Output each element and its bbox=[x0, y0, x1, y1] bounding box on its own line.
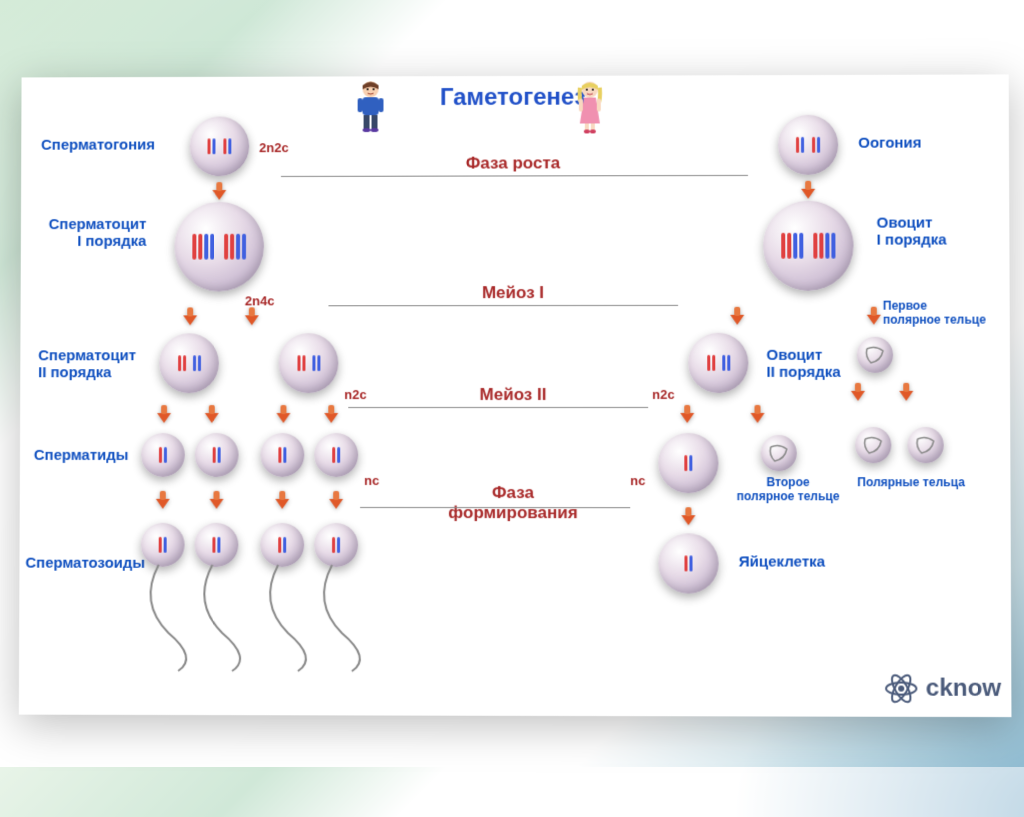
cell-spermatogonia bbox=[190, 116, 250, 176]
label-polar1: Первоеполярное тельце bbox=[883, 299, 986, 327]
ploidy-2n2c-male: 2n2c bbox=[259, 140, 288, 155]
cell-oocyte1 bbox=[763, 201, 854, 291]
cell-spermatocyte1 bbox=[174, 202, 264, 292]
arrow-icon bbox=[899, 391, 913, 401]
arrow-icon bbox=[183, 315, 197, 325]
arrow-icon bbox=[212, 190, 226, 200]
divider-3 bbox=[348, 407, 648, 408]
cell-oogonia bbox=[778, 115, 838, 175]
arrow-icon bbox=[276, 413, 290, 423]
cell-spermatocyte2-a bbox=[159, 333, 219, 393]
label-polar3: Полярные тельца bbox=[857, 475, 965, 489]
cell-polar2 bbox=[761, 435, 797, 471]
cell-polar3a bbox=[855, 427, 891, 463]
arrow-icon bbox=[750, 413, 764, 423]
phase-growth: Фаза роста bbox=[466, 153, 560, 173]
cell-spermatozoa-1 bbox=[141, 523, 185, 567]
cell-spermatozoa-2 bbox=[194, 523, 238, 567]
ploidy-n2c-female: n2c bbox=[652, 387, 674, 402]
ploidy-nc-female: nc bbox=[630, 473, 645, 488]
arrow-icon bbox=[801, 189, 815, 199]
logo-text: cknow bbox=[926, 675, 1002, 703]
arrow-icon bbox=[157, 413, 171, 423]
cell-spermatid-3 bbox=[260, 433, 304, 477]
divider-4 bbox=[360, 507, 630, 508]
label-oogonia: Оогония bbox=[858, 135, 921, 152]
phase-meiosis2: Мейоз II bbox=[480, 385, 547, 405]
arrow-icon bbox=[205, 413, 219, 423]
cell-spermatozoa-4 bbox=[314, 523, 358, 567]
label-spermatocyte1: СперматоцитI порядка bbox=[49, 216, 147, 250]
label-oocyte1: ОвоцитI порядка bbox=[877, 214, 947, 248]
ploidy-nc-male: nc bbox=[364, 473, 379, 488]
arrow-icon bbox=[210, 499, 224, 509]
cell-spermatid-4 bbox=[314, 433, 358, 477]
cell-oocyte2 bbox=[688, 333, 748, 393]
boy-icon bbox=[354, 80, 388, 139]
logo: cknow bbox=[883, 670, 1001, 707]
divider-1 bbox=[281, 175, 748, 177]
diagram-container: Гаметогенез bbox=[19, 74, 1012, 717]
cell-pre-egg bbox=[658, 433, 718, 493]
arrow-icon bbox=[680, 413, 694, 423]
atom-icon bbox=[883, 670, 919, 706]
sperm-tails bbox=[128, 563, 388, 674]
arrow-icon bbox=[867, 315, 881, 325]
arrow-icon bbox=[245, 315, 259, 325]
cell-polar1 bbox=[857, 337, 893, 373]
cell-spermatozoa-3 bbox=[260, 523, 304, 567]
phase-meiosis1: Мейоз I bbox=[482, 283, 544, 303]
cell-spermatocyte2-b bbox=[279, 333, 339, 393]
label-spermatocyte2: СперматоцитII порядка bbox=[38, 347, 136, 381]
cell-spermatid-1 bbox=[141, 433, 185, 477]
arrow-icon bbox=[275, 499, 289, 509]
arrow-icon bbox=[730, 315, 744, 325]
cell-polar3b bbox=[907, 427, 943, 463]
arrow-icon bbox=[324, 413, 338, 423]
ploidy-2n4c-male: 2n4c bbox=[245, 293, 275, 308]
diagram-title: Гаметогенез bbox=[440, 84, 586, 112]
cell-spermatid-2 bbox=[195, 433, 239, 477]
girl-icon bbox=[573, 80, 607, 139]
label-spermatozoa: Сперматозоиды bbox=[25, 555, 145, 572]
phase-formation: Фаза формирования bbox=[448, 483, 577, 523]
label-egg: Яйцеклетка bbox=[739, 553, 825, 570]
arrow-icon bbox=[681, 515, 695, 525]
label-spermatogonia: Сперматогония bbox=[41, 137, 155, 154]
divider-2 bbox=[328, 305, 678, 306]
arrow-icon bbox=[329, 499, 343, 509]
arrow-icon bbox=[851, 391, 865, 401]
label-spermatids: Сперматиды bbox=[34, 447, 129, 464]
cell-egg bbox=[658, 533, 718, 593]
label-oocyte2: ОвоцитII порядка bbox=[766, 347, 840, 381]
arrow-icon bbox=[156, 499, 170, 509]
label-polar2: Второеполярное тельце bbox=[737, 475, 840, 503]
ploidy-n2c-male: n2c bbox=[344, 387, 366, 402]
